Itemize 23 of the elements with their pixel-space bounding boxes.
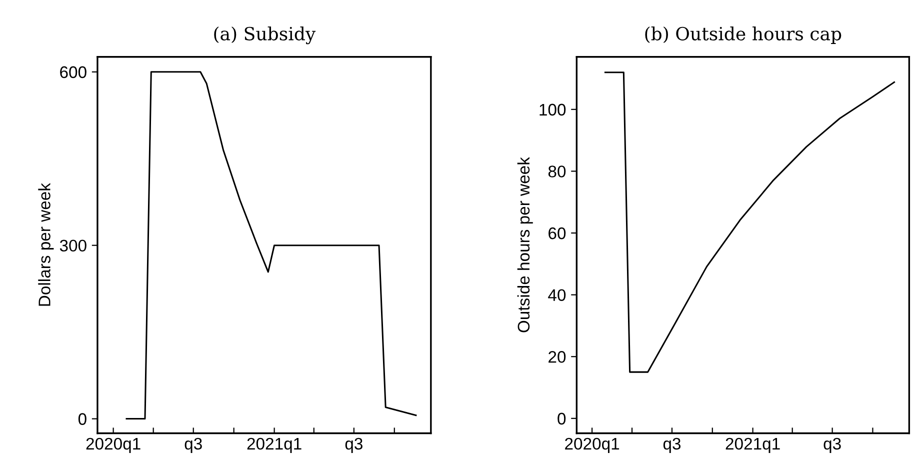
chart-title: (b) Outside hours cap bbox=[645, 26, 842, 44]
y-tick-label: 0 bbox=[558, 412, 566, 425]
y-tick-label: 0 bbox=[78, 413, 86, 425]
x-tick-label: q3 bbox=[345, 438, 362, 453]
x-tick-label: q3 bbox=[663, 438, 681, 453]
y-tick-label: 20 bbox=[548, 351, 566, 363]
x-tick-label: q3 bbox=[824, 438, 841, 453]
y-axis-title: Dollars per week bbox=[38, 182, 54, 306]
y-tick-label: 600 bbox=[60, 66, 86, 78]
y-tick-label: 60 bbox=[548, 227, 566, 240]
y-tick-label: 100 bbox=[540, 104, 566, 116]
y-tick-label: 40 bbox=[548, 289, 566, 302]
line-series bbox=[126, 71, 417, 420]
y-tick-label: 80 bbox=[548, 166, 566, 178]
x-tick-label: q3 bbox=[184, 438, 202, 453]
x-tick-label: 2021q1 bbox=[726, 438, 780, 453]
chart-title: (a) Subsidy bbox=[214, 26, 316, 44]
y-axis-title: Outside hours per week bbox=[517, 157, 533, 332]
x-tick-label: 2021q1 bbox=[247, 438, 302, 453]
x-tick-label: 2020q1 bbox=[86, 438, 140, 453]
x-tick-label: 2020q1 bbox=[565, 438, 620, 453]
line-series bbox=[604, 72, 896, 373]
y-tick-label: 300 bbox=[60, 240, 86, 252]
